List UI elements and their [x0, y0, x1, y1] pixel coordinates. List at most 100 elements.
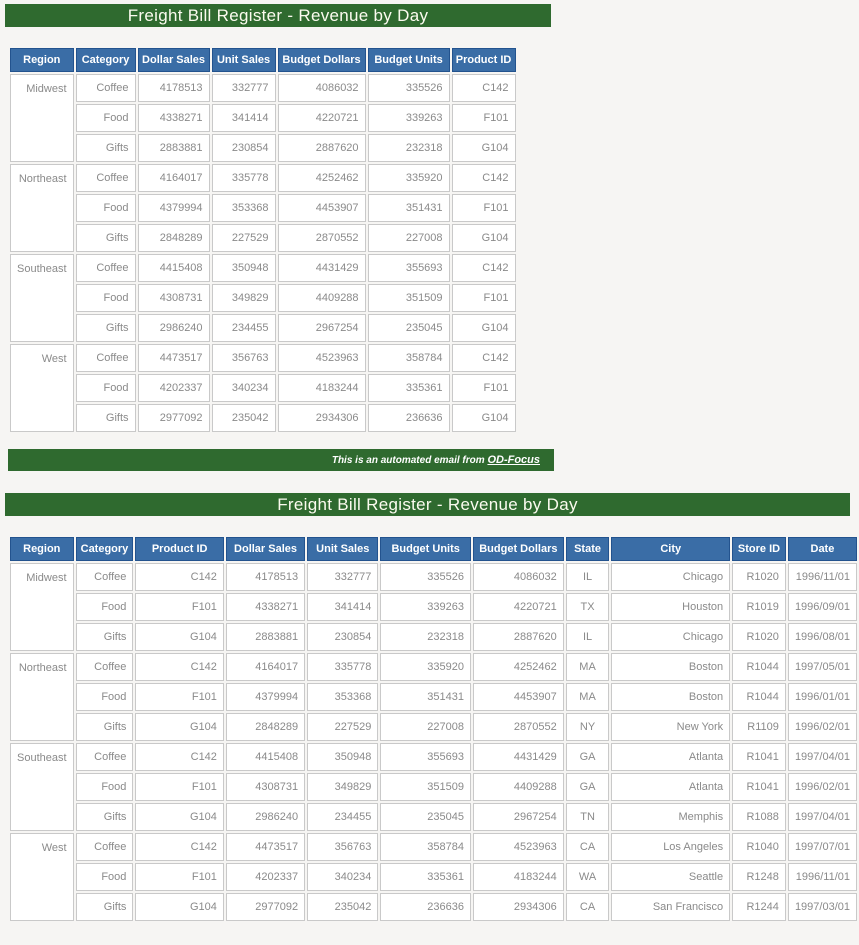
table-row: Southeast Coffee C142 4415408 350948 355693 44…	[10, 743, 857, 831]
table-cell: F101	[135, 773, 224, 801]
table-row: Gifts 2883881 230854 2887620 232318 G104	[10, 134, 516, 162]
table-cell: 4431429	[277, 254, 366, 282]
table-cell: F101	[451, 374, 516, 402]
table-cell: Chicago	[611, 623, 731, 651]
table-row: West Coffee 4473517 356763 4523963 358784 C142	[10, 344, 516, 432]
table-row: Midwest Coffee 4178513 332777 4086032 335526 C…	[10, 74, 516, 162]
table-cell: 339263	[380, 593, 471, 621]
table-cell: MA	[565, 653, 610, 681]
table-cell: 351431	[367, 194, 450, 222]
table-cell: Gifts	[75, 224, 136, 252]
table-cell: 232318	[367, 134, 450, 162]
table-cell: Coffee	[75, 653, 134, 681]
table-cell: 4086032	[472, 563, 564, 591]
region-cell: Midwest	[10, 74, 74, 162]
column-header: Budget Units	[367, 48, 450, 72]
region-cell: Southeast	[10, 743, 74, 831]
table-row: Gifts 2848289 227529 2870552 227008 G104	[10, 224, 516, 252]
table-cell: F101	[135, 863, 224, 891]
table-row: Northeast Coffee 4164017 335778 4252462 33592…	[10, 164, 516, 252]
table-cell: 236636	[380, 893, 471, 921]
od-focus-link[interactable]: OD-Focus	[487, 454, 540, 466]
table-cell: 4220721	[277, 104, 366, 132]
table-cell: CA	[565, 893, 610, 921]
table-cell: 227529	[211, 224, 276, 252]
table-cell: 4453907	[277, 194, 366, 222]
table-cell: Los Angeles	[611, 833, 731, 861]
table-row: Food F101 4379994 353368 351431 4453907 MA Bost…	[10, 683, 857, 711]
table-cell: 350948	[211, 254, 276, 282]
column-header: Product ID	[451, 48, 516, 72]
table-cell: G104	[135, 893, 224, 921]
table-cell: 4178513	[225, 563, 306, 591]
table-cell: 4415408	[137, 254, 210, 282]
table-cell: R1020	[732, 563, 786, 591]
table-cell: Gifts	[75, 314, 136, 342]
automated-email-banner: This is an automated email from OD-Focus	[8, 449, 554, 471]
table-row: Gifts G104 2986240 234455 235045 2967254 TN Mem…	[10, 803, 857, 831]
table-cell: Gifts	[75, 713, 134, 741]
table-cell: 358784	[367, 344, 450, 372]
table-cell: 4379994	[225, 683, 306, 711]
table-cell: Atlanta	[611, 743, 731, 771]
column-header: Date	[787, 537, 857, 561]
table-cell: 335778	[211, 164, 276, 192]
table-cell: 349829	[307, 773, 379, 801]
table-cell: 351431	[380, 683, 471, 711]
table-body: Midwest Coffee 4178513 332777 4086032 335526 C…	[10, 74, 516, 432]
table-row: Food F101 4308731 349829 351509 4409288 GA Atla…	[10, 773, 857, 801]
table-cell: Food	[75, 374, 136, 402]
table-cell: 4252462	[472, 653, 564, 681]
table-cell: 4308731	[225, 773, 306, 801]
table-cell: 4453907	[472, 683, 564, 711]
table-cell: 2986240	[225, 803, 306, 831]
table-cell: 350948	[307, 743, 379, 771]
column-header: Dollar Sales	[137, 48, 210, 72]
table-cell: CA	[565, 833, 610, 861]
table-cell: 2967254	[277, 314, 366, 342]
table-cell: Houston	[611, 593, 731, 621]
column-header: State	[565, 537, 610, 561]
table-cell: R1044	[732, 653, 786, 681]
table-cell: C142	[451, 344, 516, 372]
table-cell: 4183244	[472, 863, 564, 891]
table-cell: 353368	[211, 194, 276, 222]
table-cell: 335526	[367, 74, 450, 102]
table-row: Food 4308731 349829 4409288 351509 F101	[10, 284, 516, 312]
table-cell: 355693	[367, 254, 450, 282]
table-header-row: Region Category Product ID Dollar Sales Unit…	[10, 537, 857, 561]
table-cell: Gifts	[75, 134, 136, 162]
table-cell: 332777	[307, 563, 379, 591]
table-cell: Food	[75, 593, 134, 621]
table-cell: C142	[135, 743, 224, 771]
table-cell: 2848289	[225, 713, 306, 741]
table-cell: GA	[565, 773, 610, 801]
table-cell: 2934306	[277, 404, 366, 432]
table-cell: Food	[75, 284, 136, 312]
table-cell: 2887620	[277, 134, 366, 162]
table-cell: C142	[451, 254, 516, 282]
table-cell: IL	[565, 623, 610, 651]
column-header: City	[611, 537, 731, 561]
table-cell: Gifts	[75, 404, 136, 432]
table-cell: 235045	[380, 803, 471, 831]
table-cell: 353368	[307, 683, 379, 711]
table-cell: 356763	[211, 344, 276, 372]
table-cell: Memphis	[611, 803, 731, 831]
table-cell: 1996/11/01	[787, 863, 857, 891]
table-cell: 1997/03/01	[787, 893, 857, 921]
table-cell: Boston	[611, 653, 731, 681]
table-cell: R1248	[732, 863, 786, 891]
column-header: Budget Units	[380, 537, 471, 561]
table-cell: IL	[565, 563, 610, 591]
table-cell: R1020	[732, 623, 786, 651]
table-cell: C142	[451, 164, 516, 192]
table-cell: 4431429	[472, 743, 564, 771]
revenue-detail-table: Region Category Product ID Dollar Sales Unit…	[8, 535, 859, 923]
table-cell: R1040	[732, 833, 786, 861]
table-cell: 235042	[211, 404, 276, 432]
table-cell: 358784	[380, 833, 471, 861]
report-title-bar-1: Freight Bill Register - Revenue by Day	[5, 4, 551, 27]
table-cell: 2977092	[225, 893, 306, 921]
